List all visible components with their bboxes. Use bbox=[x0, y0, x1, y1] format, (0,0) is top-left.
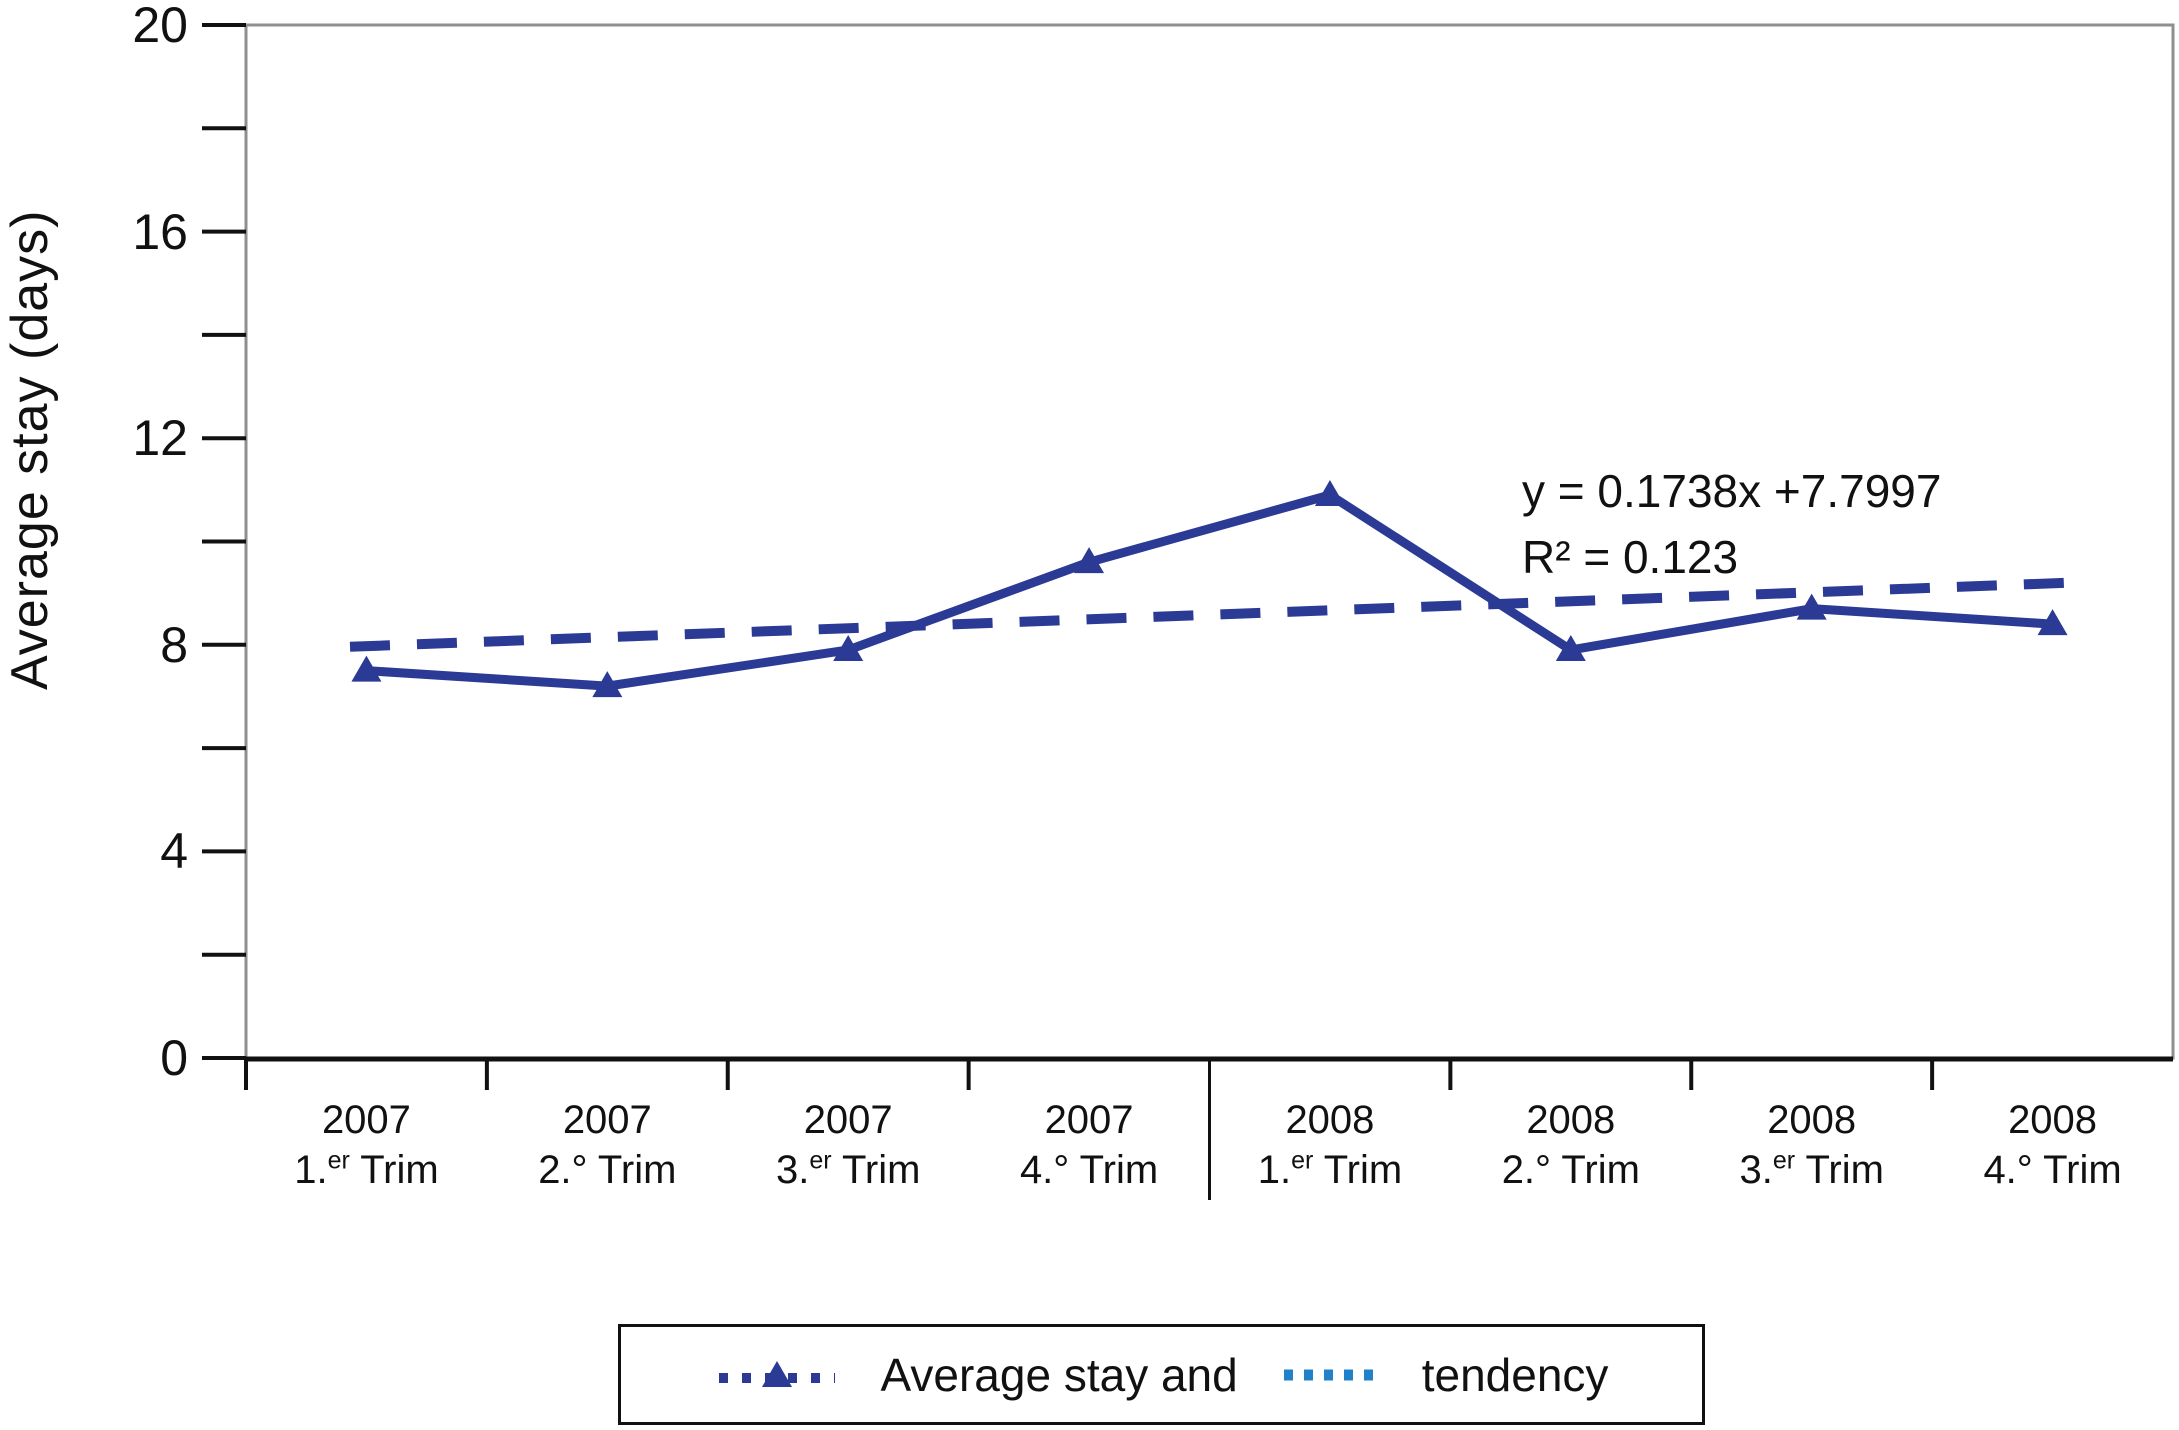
legend: Average stay and tendency bbox=[618, 1324, 1705, 1425]
y-tick-label: 12 bbox=[132, 410, 188, 467]
x-tick-year: 2008 bbox=[1526, 1098, 1616, 1142]
x-tick-label: 2007 1.er Trim bbox=[216, 1095, 516, 1195]
data-point-marker bbox=[351, 655, 382, 682]
y-axis-title: Average stay (days) bbox=[1, 209, 59, 691]
x-tick-quarter: 2.° Trim bbox=[538, 1148, 677, 1192]
x-tick-label: 2008 1.er Trim bbox=[1180, 1095, 1480, 1195]
y-tick-label: 8 bbox=[160, 616, 188, 673]
x-tick-label: 2008 2.° Trim bbox=[1421, 1095, 1721, 1195]
tendency-trend-line bbox=[349, 577, 2081, 652]
x-tick-quarter: 3.er Trim bbox=[1739, 1146, 1884, 1192]
x-tick-label: 2007 3.er Trim bbox=[698, 1095, 998, 1195]
x-tick-label: 2008 4.° Trim bbox=[1903, 1095, 2179, 1195]
x-tick-label: 2007 2.° Trim bbox=[457, 1095, 757, 1195]
x-tick-year: 2008 bbox=[2008, 1098, 2098, 1142]
data-point-marker bbox=[2037, 609, 2068, 636]
average-stay-series-line bbox=[366, 490, 2053, 691]
y-tick-label: 4 bbox=[160, 823, 188, 880]
y-tick-label: 20 bbox=[132, 0, 188, 53]
x-tick-year: 2007 bbox=[1044, 1098, 1134, 1142]
data-point-marker bbox=[833, 634, 864, 661]
legend-label-average-stay: Average stay and bbox=[880, 1348, 1238, 1401]
trendline-equation-annotation: y = 0.1738x +7.7997 R² = 0.123 bbox=[1522, 458, 1941, 590]
x-tick-year: 2007 bbox=[803, 1098, 893, 1142]
data-point-marker bbox=[1074, 547, 1105, 574]
x-tick-year: 2008 bbox=[1767, 1098, 1857, 1142]
x-tick-label: 2007 4.° Trim bbox=[939, 1095, 1239, 1195]
x-tick-year: 2007 bbox=[321, 1098, 411, 1142]
tendency-legend-swatch-icon bbox=[1283, 1369, 1378, 1380]
data-point-marker bbox=[1314, 480, 1345, 507]
y-tick-label: 0 bbox=[160, 1030, 188, 1086]
data-point-marker bbox=[1796, 593, 1827, 620]
x-tick-quarter: 3.er Trim bbox=[775, 1146, 921, 1192]
average-stay-legend-swatch-icon bbox=[718, 1360, 835, 1387]
r-squared-text: R² = 0.123 bbox=[1522, 531, 1739, 583]
x-tick-quarter: 1.er Trim bbox=[1257, 1146, 1403, 1192]
x-tick-label: 2008 3.er Trim bbox=[1662, 1095, 1962, 1195]
data-point-marker bbox=[1555, 634, 1586, 661]
x-tick-year: 2008 bbox=[1285, 1098, 1375, 1142]
legend-label-tendency: tendency bbox=[1421, 1348, 1609, 1401]
equation-text: y = 0.1738x +7.7997 bbox=[1522, 465, 1942, 517]
x-tick-year: 2007 bbox=[562, 1098, 652, 1142]
x-tick-quarter: 2.° Trim bbox=[1501, 1148, 1640, 1192]
x-tick-quarter: 4.° Trim bbox=[1019, 1148, 1159, 1192]
y-tick-label: 16 bbox=[132, 203, 188, 260]
x-tick-quarter: 1.er Trim bbox=[294, 1146, 439, 1192]
data-point-marker bbox=[592, 671, 623, 698]
x-tick-quarter: 4.° Trim bbox=[1983, 1148, 2122, 1192]
